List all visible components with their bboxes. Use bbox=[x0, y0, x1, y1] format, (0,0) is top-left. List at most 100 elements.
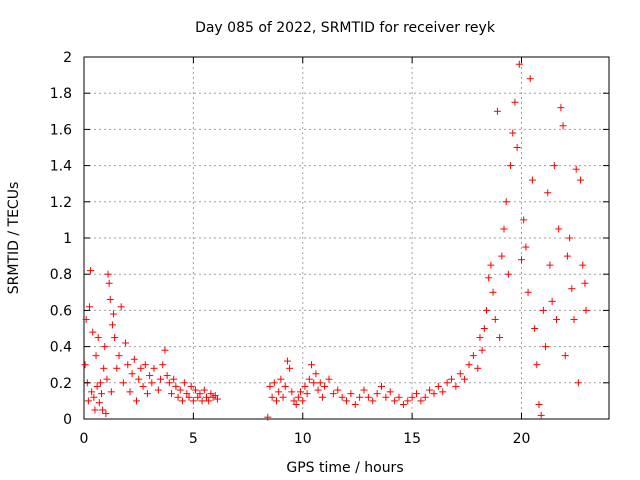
data-point bbox=[85, 397, 92, 404]
data-point bbox=[312, 370, 319, 377]
data-point bbox=[400, 401, 407, 408]
data-point bbox=[573, 166, 580, 173]
data-point bbox=[431, 390, 438, 397]
data-point bbox=[382, 394, 389, 401]
data-point bbox=[542, 343, 549, 350]
data-point bbox=[157, 376, 164, 383]
data-point bbox=[170, 376, 177, 383]
y-tick-label: 1.6 bbox=[50, 122, 72, 138]
data-point bbox=[120, 379, 127, 386]
data-point bbox=[435, 383, 442, 390]
data-point bbox=[308, 361, 315, 368]
data-point bbox=[496, 334, 503, 341]
data-point bbox=[306, 376, 313, 383]
data-point bbox=[439, 388, 446, 395]
data-point bbox=[321, 383, 328, 390]
data-point bbox=[155, 387, 162, 394]
data-point bbox=[273, 397, 280, 404]
data-point bbox=[391, 397, 398, 404]
data-point bbox=[98, 390, 105, 397]
data-point bbox=[347, 390, 354, 397]
y-tick-label: 1.4 bbox=[50, 159, 72, 175]
data-point bbox=[579, 262, 586, 269]
data-point bbox=[266, 383, 273, 390]
data-point bbox=[87, 267, 94, 274]
data-point bbox=[201, 387, 208, 394]
data-point bbox=[271, 379, 278, 386]
data-point bbox=[146, 372, 153, 379]
x-axis-label: GPS time / hours bbox=[286, 460, 403, 476]
data-point bbox=[86, 303, 93, 310]
data-point bbox=[97, 379, 104, 386]
data-point bbox=[457, 370, 464, 377]
data-point bbox=[544, 189, 551, 196]
data-point bbox=[89, 329, 96, 336]
data-point bbox=[166, 379, 173, 386]
data-point bbox=[269, 394, 276, 401]
data-point bbox=[181, 379, 188, 386]
y-tick-label: 2 bbox=[63, 50, 72, 66]
data-point bbox=[490, 289, 497, 296]
x-tick-label: 15 bbox=[403, 431, 421, 447]
data-point bbox=[409, 394, 416, 401]
data-point bbox=[172, 383, 179, 390]
data-point bbox=[282, 383, 289, 390]
data-point bbox=[113, 365, 120, 372]
data-point bbox=[103, 376, 110, 383]
y-tick-label: 0.8 bbox=[50, 267, 72, 283]
data-point bbox=[404, 397, 411, 404]
data-point bbox=[109, 321, 116, 328]
data-point bbox=[137, 365, 144, 372]
x-tick-label: 0 bbox=[80, 431, 89, 447]
y-tick-label: 1.2 bbox=[50, 195, 72, 211]
data-point bbox=[326, 376, 333, 383]
data-point bbox=[378, 383, 385, 390]
data-point bbox=[522, 244, 529, 251]
data-point bbox=[369, 397, 376, 404]
data-point bbox=[553, 316, 560, 323]
data-point bbox=[487, 262, 494, 269]
data-point bbox=[352, 401, 359, 408]
data-point bbox=[413, 390, 420, 397]
data-point bbox=[107, 296, 114, 303]
data-point bbox=[190, 397, 197, 404]
data-point bbox=[100, 365, 107, 372]
data-point bbox=[509, 130, 516, 137]
data-point bbox=[417, 397, 424, 404]
data-point bbox=[507, 162, 514, 169]
data-point bbox=[168, 390, 175, 397]
data-point bbox=[476, 334, 483, 341]
y-tick-label: 0 bbox=[63, 412, 72, 428]
data-point bbox=[566, 235, 573, 242]
data-point bbox=[126, 388, 133, 395]
data-point bbox=[511, 99, 518, 106]
data-point bbox=[299, 397, 306, 404]
data-point bbox=[583, 307, 590, 314]
data-point bbox=[481, 325, 488, 332]
data-point bbox=[551, 162, 558, 169]
data-point bbox=[555, 225, 562, 232]
data-point bbox=[514, 144, 521, 151]
data-point bbox=[374, 390, 381, 397]
data-point bbox=[466, 361, 473, 368]
data-point bbox=[288, 388, 295, 395]
data-point bbox=[538, 412, 545, 419]
data-point bbox=[525, 289, 532, 296]
data-point bbox=[474, 365, 481, 372]
data-point bbox=[317, 379, 324, 386]
data-point bbox=[557, 104, 564, 111]
data-point bbox=[549, 298, 556, 305]
data-point bbox=[330, 390, 337, 397]
data-point bbox=[422, 394, 429, 401]
data-point bbox=[527, 75, 534, 82]
data-point bbox=[536, 401, 543, 408]
data-point bbox=[277, 376, 284, 383]
data-point bbox=[575, 379, 582, 386]
data-point bbox=[494, 108, 501, 115]
data-point bbox=[529, 177, 536, 184]
y-tick-label: 0.2 bbox=[50, 376, 72, 392]
data-point bbox=[581, 280, 588, 287]
data-point bbox=[135, 376, 142, 383]
data-point bbox=[546, 262, 553, 269]
y-tick-label: 0.4 bbox=[50, 340, 72, 356]
